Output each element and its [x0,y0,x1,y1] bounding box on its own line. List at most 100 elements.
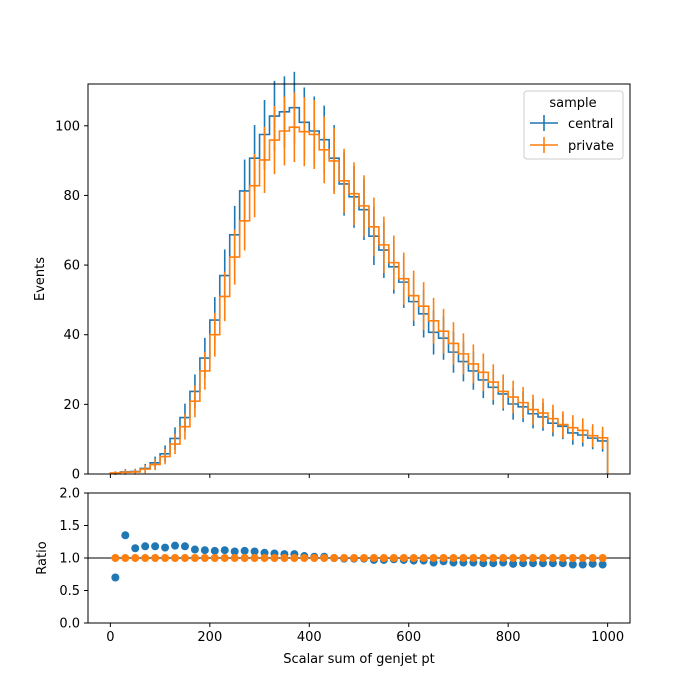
x-tick-label: 200 [197,630,222,645]
ratio-plot-frame [87,492,631,624]
ratio-point-private [270,554,279,562]
ratio-point-private [320,554,329,562]
ratio-point-private [121,554,130,562]
series-private [109,92,609,475]
ratio-point-private [369,554,378,562]
ratio-point-private [250,554,259,562]
ratio-y-tick-label: 0.5 [59,584,80,599]
y-tick-label: 100 [55,119,80,134]
ratio-point-central [190,545,199,554]
ratio-point-private [419,554,428,562]
ratio-point-central [568,560,577,569]
ratio-point-central [131,544,140,553]
legend: sample central private [523,90,624,160]
ratio-point-private [171,554,180,562]
ratio-point-central [588,559,597,568]
ratio-point-private [240,554,249,562]
legend-label-private: private [568,139,614,154]
legend-entry-private: private [530,137,614,154]
ratio-point-private [509,554,518,562]
ratio-point-private [578,554,587,562]
ratio-point-central [598,560,607,569]
ratio-series-private [111,554,607,562]
ratio-point-private [330,554,339,562]
ratio-point-central [509,559,518,568]
ratio-point-private [359,554,368,562]
ratio-point-private [290,554,299,562]
legend-entry-central: central [530,115,613,132]
ratio-point-private [220,554,229,562]
ratio-point-private [151,554,160,562]
ratio-point-private [558,554,567,562]
y-tick-label: 40 [63,328,80,343]
ratio-point-private [131,554,140,562]
y-tick-label: 60 [63,259,80,274]
ratio-point-private [389,554,398,562]
ratio-point-central [180,542,189,551]
step-line-private [109,126,609,474]
ratio-point-central [220,546,229,555]
ratio-point-private [280,554,289,562]
ratio-point-private [141,554,150,562]
ratio-point-central [578,560,587,569]
ratio-point-private [340,554,349,562]
ratio-point-central [250,547,259,556]
y-tick-label: 20 [63,398,80,413]
ratio-point-private [230,554,239,562]
ratio-point-private [459,554,468,562]
ratio-point-central [171,541,180,550]
ratio-point-private [479,554,488,562]
ratio-point-central [121,531,130,540]
ratio-point-private [449,554,458,562]
x-tick-label: 600 [396,630,421,645]
ratio-point-central [151,542,160,551]
ratio-point-central [141,542,150,551]
ratio-point-private [469,554,478,562]
ratio-point-private [529,554,538,562]
ratio-point-private [489,554,498,562]
ratio-series-group [111,531,607,582]
x-axis-label: Scalar sum of genjet pt [283,652,435,667]
x-tick-label: 800 [496,630,521,645]
y-tick-label: 80 [63,189,80,204]
ratio-point-private [409,554,418,562]
ratio-point-private [538,554,547,562]
ratio-y-tick-label: 1.0 [59,552,80,567]
ratio-point-private [180,554,189,562]
ratio-point-private [161,554,170,562]
legend-label-central: central [568,117,613,132]
ratio-y-tick-label: 2.0 [59,487,80,502]
ratio-point-central [111,573,120,582]
legend-title: sample [549,96,596,111]
ratio-point-private [310,554,319,562]
ratio-point-private [598,554,607,562]
ratio-point-private [300,554,309,562]
main-plot-frame [87,83,631,475]
ratio-point-private [111,554,120,562]
ratio-point-central [200,546,209,555]
main-x-ticks [109,474,609,478]
ratio-point-private [399,554,408,562]
ratio-y-tick-label: 0.0 [59,617,80,632]
x-tick-label: 0 [106,630,114,645]
legend-box [523,90,624,160]
ratio-point-private [568,554,577,562]
ratio-point-private [200,554,209,562]
ratio-point-private [260,554,269,562]
y-tick-label: 0 [72,468,80,483]
main-panel: 0 20 40 60 80 100 Events sample central priva… [33,71,631,483]
ratio-point-private [588,554,597,562]
main-y-axis-label: Events [33,257,48,301]
ratio-point-private [190,554,199,562]
ratio-point-private [548,554,557,562]
ratio-point-private [379,554,388,562]
ratio-point-private [350,554,359,562]
ratio-point-central [240,546,249,555]
ratio-y-tick-label: 1.5 [59,519,80,534]
ratio-y-ticks: 0.0 0.5 1.0 1.5 2.0 [59,487,88,632]
ratio-point-private [499,554,508,562]
ratio-point-private [210,554,219,562]
ratio-point-private [519,554,528,562]
x-tick-label: 400 [297,630,322,645]
